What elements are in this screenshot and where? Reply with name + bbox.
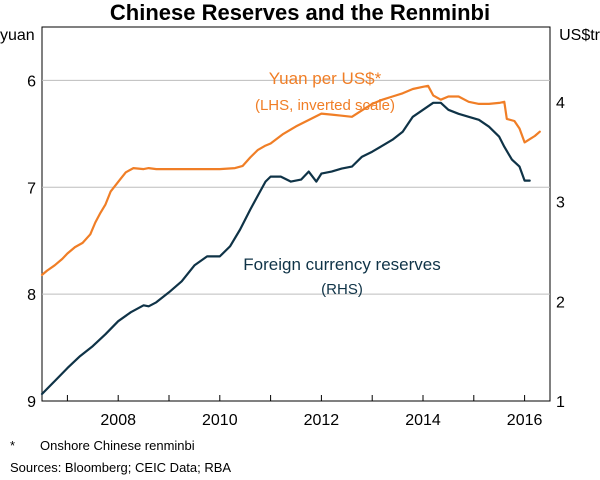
chart-title: Chinese Reserves and the Renminbi <box>110 0 490 25</box>
yuan-series-line <box>40 84 541 276</box>
yuan-series-label: Yuan per US$* <box>269 69 382 88</box>
footnote-asterisk: * Onshore Chinese renminbi <box>10 438 195 453</box>
left-tick-label: 8 <box>27 287 36 304</box>
left-tick-label: 7 <box>27 180 36 197</box>
plot-frame <box>41 26 551 402</box>
x-tick-label: 2008 <box>100 412 136 429</box>
series-group <box>40 84 541 396</box>
footnote-sources: Sources: Bloomberg; CEIC Data; RBA <box>10 460 232 475</box>
x-tick-label: 2010 <box>202 412 238 429</box>
x-tick-label: 2012 <box>304 412 340 429</box>
tick-group: 6 7 8 9 1 2 3 4 2008 2010 2012 2014 2016 <box>27 73 565 429</box>
reserves-series-sublabel: (RHS) <box>321 281 363 298</box>
yuan-series-sublabel: (LHS, inverted scale) <box>255 97 395 114</box>
reserves-series-label: Foreign currency reserves <box>243 255 440 274</box>
annotation-group: Yuan per US$* (LHS, inverted scale) Fore… <box>243 69 440 298</box>
footnote-mark: * <box>10 438 16 453</box>
right-tick-label: 2 <box>556 294 565 311</box>
grid <box>42 79 550 295</box>
footnote-text: Onshore Chinese renminbi <box>40 438 195 453</box>
left-axis-unit: yuan <box>0 27 35 44</box>
right-tick-label: 4 <box>556 95 565 112</box>
reserves-series-line <box>40 101 531 396</box>
left-tick-label: 6 <box>27 73 36 90</box>
right-axis-unit: US$tr <box>559 27 600 44</box>
right-tick-label: 1 <box>556 394 565 411</box>
left-tick-label: 9 <box>27 394 36 411</box>
right-tick-label: 3 <box>556 195 565 212</box>
x-tick-label: 2014 <box>405 412 441 429</box>
x-tick-label: 2016 <box>507 412 543 429</box>
